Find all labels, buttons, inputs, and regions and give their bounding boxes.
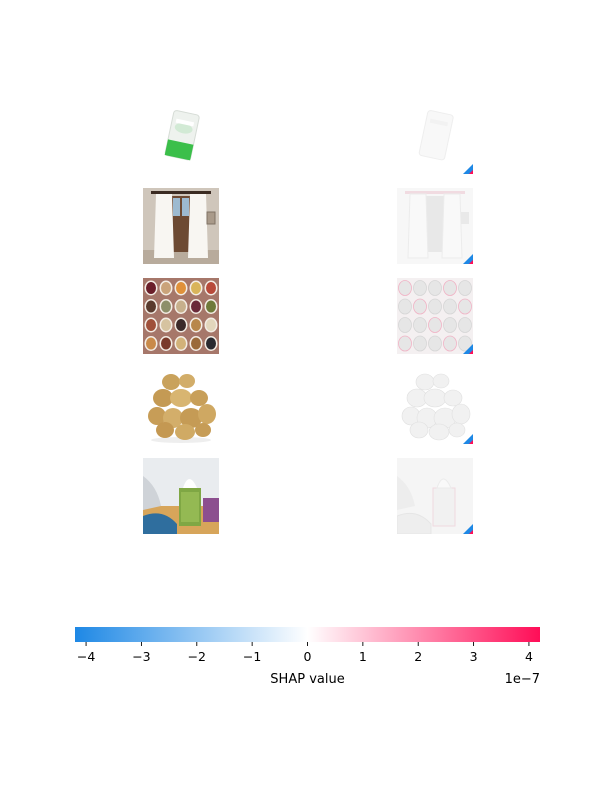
colorbar-gradient bbox=[75, 627, 540, 642]
curtains-window-image bbox=[143, 188, 219, 264]
colorbar-offset-text: 1e−7 bbox=[505, 672, 540, 687]
potato-shap-overlay bbox=[397, 368, 473, 444]
curtains-shap-overlay bbox=[397, 188, 473, 264]
colorbar-tick-label: −3 bbox=[132, 649, 150, 664]
tissue-box-image bbox=[143, 458, 219, 534]
colorbar-tick-label: 2 bbox=[414, 649, 422, 664]
spice-bowls-grid-image bbox=[143, 278, 219, 354]
colorbar-tick-label: −2 bbox=[188, 649, 206, 664]
colorbar-tick-label: 3 bbox=[470, 649, 478, 664]
colorbar-tick-label: −1 bbox=[243, 649, 261, 664]
colorbar-axis-label: SHAP value bbox=[270, 672, 344, 687]
wet-wipes-shap-overlay bbox=[397, 98, 473, 174]
tissue-box-shap-overlay bbox=[397, 458, 473, 534]
colorbar-tick-label: 0 bbox=[304, 649, 312, 664]
colorbar-tick-label: 1 bbox=[359, 649, 367, 664]
spice-bowls-shap-overlay bbox=[397, 278, 473, 354]
colorbar-tick-label: 4 bbox=[525, 649, 533, 664]
colorbar-tick-label: −4 bbox=[77, 649, 95, 664]
potato-pile-image bbox=[143, 368, 219, 444]
wet-wipes-package-image bbox=[143, 98, 219, 174]
